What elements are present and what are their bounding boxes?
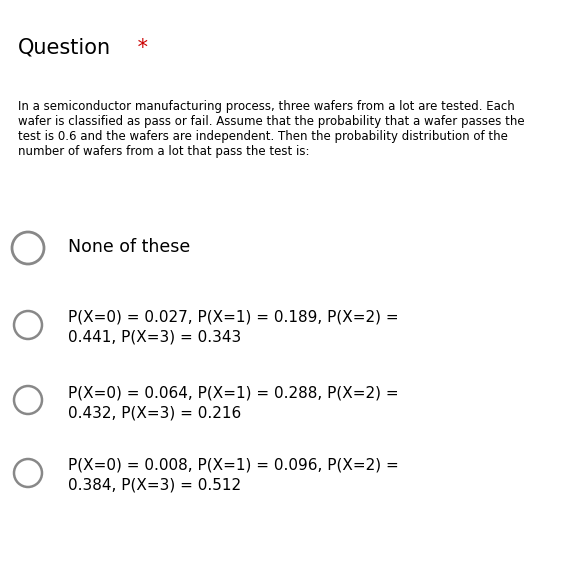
Text: P(X=0) = 0.064, P(X=1) = 0.288, P(X=2) =: P(X=0) = 0.064, P(X=1) = 0.288, P(X=2) = xyxy=(68,385,399,400)
Text: wafer is classified as pass or fail. Assume that the probability that a wafer pa: wafer is classified as pass or fail. Ass… xyxy=(18,115,524,128)
Text: P(X=0) = 0.027, P(X=1) = 0.189, P(X=2) =: P(X=0) = 0.027, P(X=1) = 0.189, P(X=2) = xyxy=(68,310,399,325)
Text: test is 0.6 and the wafers are independent. Then the probability distribution of: test is 0.6 and the wafers are independe… xyxy=(18,130,508,143)
Text: 0.384, P(X=3) = 0.512: 0.384, P(X=3) = 0.512 xyxy=(68,478,241,493)
Text: *: * xyxy=(131,38,148,58)
Text: Question: Question xyxy=(18,38,111,58)
Text: 0.441, P(X=3) = 0.343: 0.441, P(X=3) = 0.343 xyxy=(68,330,241,345)
Text: number of wafers from a lot that pass the test is:: number of wafers from a lot that pass th… xyxy=(18,145,309,158)
Text: 0.432, P(X=3) = 0.216: 0.432, P(X=3) = 0.216 xyxy=(68,405,241,420)
Text: In a semiconductor manufacturing process, three wafers from a lot are tested. Ea: In a semiconductor manufacturing process… xyxy=(18,100,515,113)
Text: None of these: None of these xyxy=(68,238,190,256)
Text: P(X=0) = 0.008, P(X=1) = 0.096, P(X=2) =: P(X=0) = 0.008, P(X=1) = 0.096, P(X=2) = xyxy=(68,458,399,473)
